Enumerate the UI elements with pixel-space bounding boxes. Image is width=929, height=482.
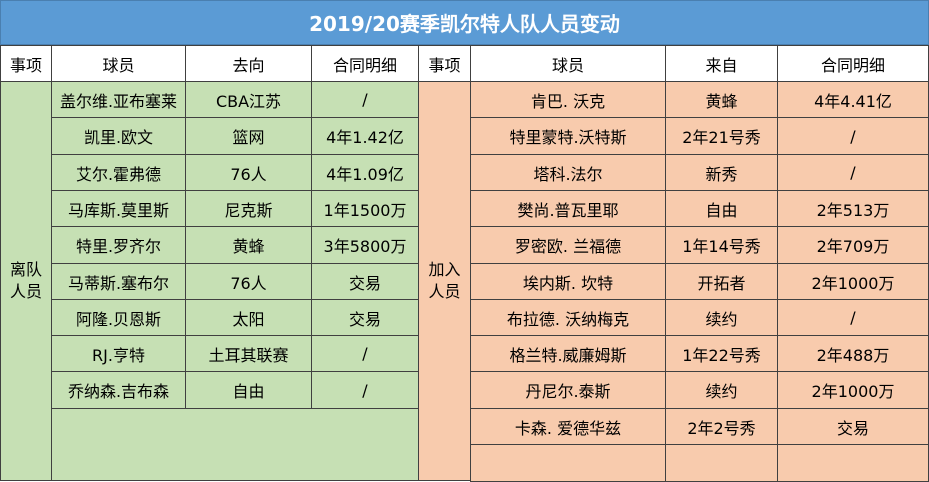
header-right-player: 球员: [470, 45, 666, 82]
departure-player-cell: 盖尔维.亚布塞莱: [51, 81, 186, 118]
arrival-contract-cell: 4年4.41亿: [777, 81, 929, 118]
arrival-empty-cell: [665, 444, 778, 482]
header-left-player: 球员: [51, 45, 186, 82]
departures-label-line2: 人员: [9, 282, 42, 301]
arrival-from-cell: 续约: [665, 371, 778, 409]
arrival-player-cell: 格兰特.威廉姆斯: [470, 335, 666, 372]
arrival-contract-cell: /: [777, 299, 929, 336]
departure-dest-cell: 篮网: [185, 117, 312, 155]
header-right-contract: 合同明细: [777, 45, 929, 82]
arrival-player-cell: 樊尚.普瓦里耶: [470, 190, 666, 227]
departure-player-cell: 特里.罗齐尔: [51, 226, 186, 264]
arrivals-label-line1: 加入: [428, 260, 461, 279]
arrivals-group-label: 加入 人员: [418, 81, 471, 481]
arrival-player-cell: 罗密欧. 兰福德: [470, 226, 666, 264]
departure-player-cell: 艾尔.霍弗德: [51, 154, 186, 191]
arrival-player-cell: 特里蒙特.沃特斯: [470, 117, 666, 155]
arrival-player-cell: 丹尼尔.泰斯: [470, 371, 666, 409]
departure-dest-cell: 76人: [185, 263, 312, 300]
departure-dest-cell: 76人: [185, 154, 312, 191]
departure-dest-cell: 土耳其联赛: [185, 335, 312, 372]
arrivals-label-line2: 人员: [428, 282, 461, 301]
arrival-contract-cell: 2年709万: [777, 226, 929, 264]
arrival-contract-cell: 2年1000万: [777, 371, 929, 409]
header-left-destination: 去向: [185, 45, 312, 82]
arrival-from-cell: 2年2号秀: [665, 408, 778, 445]
arrival-from-cell: 1年22号秀: [665, 335, 778, 372]
departure-player-cell: 马蒂斯.塞布尔: [51, 263, 186, 300]
arrival-from-cell: 1年14号秀: [665, 226, 778, 264]
departure-dest-cell: 尼克斯: [185, 190, 312, 227]
arrival-from-cell: 自由: [665, 190, 778, 227]
departure-player-cell: RJ.亨特: [51, 335, 186, 372]
arrival-contract-cell: 2年513万: [777, 190, 929, 227]
departure-dest-cell: 黄蜂: [185, 226, 312, 264]
arrival-player-cell: 肯巴. 沃克: [470, 81, 666, 118]
arrival-empty-cell: [470, 444, 666, 482]
arrival-contract-cell: /: [777, 154, 929, 191]
departures-empty-area: [51, 408, 419, 481]
arrival-from-cell: 续约: [665, 299, 778, 336]
departure-contract-cell: 4年1.09亿: [311, 154, 419, 191]
departure-contract-cell: 交易: [311, 299, 419, 336]
arrival-empty-cell: [777, 444, 929, 482]
arrival-player-cell: 布拉德. 沃纳梅克: [470, 299, 666, 336]
arrival-from-cell: 新秀: [665, 154, 778, 191]
arrival-contract-cell: /: [777, 117, 929, 155]
departures-group-label: 离队 人员: [0, 81, 52, 481]
arrival-player-cell: 卡森. 爱德华兹: [470, 408, 666, 445]
departure-contract-cell: 交易: [311, 263, 419, 300]
departure-contract-cell: 3年5800万: [311, 226, 419, 264]
header-right-item: 事项: [418, 45, 471, 82]
arrival-player-cell: 塔科.法尔: [470, 154, 666, 191]
header-left-item: 事项: [0, 45, 52, 82]
arrival-from-cell: 2年21号秀: [665, 117, 778, 155]
arrival-contract-cell: 2年488万: [777, 335, 929, 372]
header-right-from: 来自: [665, 45, 778, 82]
arrival-contract-cell: 2年1000万: [777, 263, 929, 300]
departure-dest-cell: 自由: [185, 371, 312, 409]
departure-player-cell: 乔纳森.吉布森: [51, 371, 186, 409]
departures-label-line1: 离队: [9, 260, 42, 279]
departure-dest-cell: CBA江苏: [185, 81, 312, 118]
departure-contract-cell: 4年1.42亿: [311, 117, 419, 155]
header-left-contract: 合同明细: [311, 45, 419, 82]
sheet-title: 2019/20赛季凯尔特人队人员变动: [0, 0, 929, 45]
arrival-from-cell: 开拓者: [665, 263, 778, 300]
departure-player-cell: 马库斯.莫里斯: [51, 190, 186, 227]
departure-player-cell: 阿隆.贝恩斯: [51, 299, 186, 336]
departure-contract-cell: /: [311, 81, 419, 118]
departure-contract-cell: /: [311, 335, 419, 372]
departure-contract-cell: 1年1500万: [311, 190, 419, 227]
departure-dest-cell: 太阳: [185, 299, 312, 336]
departure-player-cell: 凯里.欧文: [51, 117, 186, 155]
departure-contract-cell: /: [311, 371, 419, 409]
arrival-contract-cell: 交易: [777, 408, 929, 445]
arrival-player-cell: 埃内斯. 坎特: [470, 263, 666, 300]
arrival-from-cell: 黄蜂: [665, 81, 778, 118]
